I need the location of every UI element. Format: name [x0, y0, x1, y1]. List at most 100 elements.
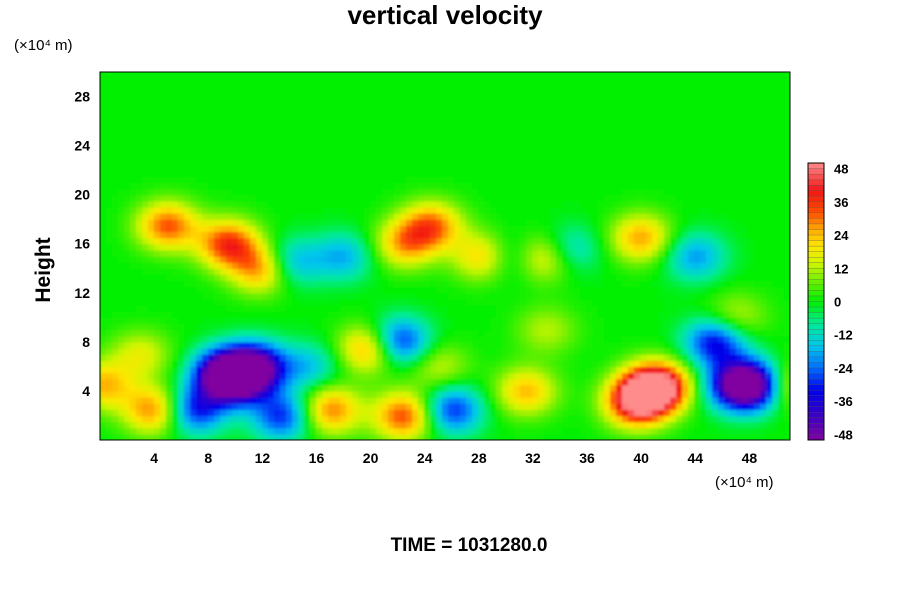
- heatmap-cell: [328, 231, 335, 239]
- heatmap-cell: [712, 213, 719, 220]
- heatmap-cell: [412, 249, 419, 257]
- heatmap-cell: [196, 433, 203, 440]
- heatmap-cell: [664, 317, 671, 325]
- heatmap-cell: [616, 286, 623, 294]
- heatmap-cell: [148, 280, 155, 288]
- heatmap-cell: [514, 219, 521, 226]
- heatmap-cell: [100, 421, 107, 429]
- heatmap-cell: [244, 286, 251, 294]
- heatmap-cell: [370, 317, 377, 325]
- heatmap-cell: [214, 305, 221, 312]
- heatmap-cell: [520, 421, 527, 429]
- heatmap-cell: [184, 286, 191, 294]
- heatmap-cell: [334, 409, 341, 417]
- heatmap-cell: [190, 256, 197, 263]
- heatmap-cell: [430, 384, 437, 392]
- heatmap-cell: [430, 206, 437, 214]
- heatmap-cell: [724, 225, 731, 233]
- heatmap-cell: [310, 292, 317, 300]
- heatmap-cell: [226, 329, 233, 337]
- heatmap-cell: [628, 397, 635, 404]
- heatmap-cell: [496, 262, 503, 269]
- heatmap-cell: [118, 200, 125, 208]
- heatmap-cell: [202, 243, 209, 251]
- heatmap-cell: [568, 360, 575, 367]
- heatmap-cell: [316, 305, 323, 312]
- heatmap-cell: [448, 317, 455, 325]
- heatmap-cell: [388, 305, 395, 312]
- heatmap-cell: [178, 182, 185, 190]
- heatmap-cell: [154, 403, 161, 410]
- heatmap-cell: [742, 292, 749, 300]
- heatmap-cell: [316, 348, 323, 355]
- heatmap-cell: [442, 372, 449, 380]
- heatmap-cell: [484, 206, 491, 214]
- heatmap-cell: [388, 354, 395, 361]
- heatmap-cell: [124, 421, 131, 429]
- heatmap-cell: [124, 292, 131, 300]
- heatmap-cell: [448, 372, 455, 380]
- heatmap-cell: [550, 274, 557, 282]
- heatmap-cell: [532, 317, 539, 325]
- heatmap-cell: [202, 188, 209, 196]
- heatmap-cell: [460, 249, 467, 257]
- heatmap-cell: [136, 323, 143, 331]
- heatmap-cell: [718, 409, 725, 417]
- heatmap-cell: [724, 390, 731, 398]
- heatmap-cell: [124, 176, 131, 183]
- heatmap-cell: [298, 249, 305, 257]
- heatmap-cell: [268, 433, 275, 440]
- heatmap-cell: [508, 298, 515, 306]
- heatmap-cell: [742, 427, 749, 435]
- heatmap-cell: [328, 206, 335, 214]
- heatmap-cell: [448, 335, 455, 343]
- heatmap-cell: [112, 200, 119, 208]
- heatmap-cell: [652, 176, 659, 183]
- heatmap-cell: [568, 415, 575, 423]
- heatmap-cell: [106, 348, 113, 355]
- heatmap-cell: [724, 397, 731, 404]
- heatmap-cell: [286, 262, 293, 269]
- heatmap-cell: [418, 403, 425, 410]
- heatmap-cell: [238, 323, 245, 331]
- heatmap-cell: [460, 409, 467, 417]
- heatmap-cell: [574, 372, 581, 380]
- heatmap-cell: [700, 311, 707, 318]
- heatmap-cell: [604, 397, 611, 404]
- heatmap-cell: [376, 354, 383, 361]
- heatmap-cell: [184, 403, 191, 410]
- heatmap-cell: [124, 262, 131, 269]
- heatmap-cell: [712, 348, 719, 355]
- heatmap-cell: [292, 182, 299, 190]
- heatmap-cell: [136, 305, 143, 312]
- heatmap-cell: [508, 335, 515, 343]
- heatmap-cell: [442, 268, 449, 275]
- heatmap-cell: [556, 176, 563, 183]
- heatmap-cell: [676, 188, 683, 196]
- heatmap-cell: [688, 415, 695, 423]
- heatmap-cell: [304, 256, 311, 263]
- heatmap-cell: [556, 194, 563, 202]
- heatmap-cell: [772, 274, 779, 282]
- heatmap-cell: [730, 298, 737, 306]
- heatmap-cell: [352, 403, 359, 410]
- heatmap-cell: [172, 366, 179, 374]
- heatmap-cell: [748, 421, 755, 429]
- heatmap-cell: [298, 182, 305, 190]
- heatmap-cell: [112, 231, 119, 239]
- heatmap-cell: [688, 256, 695, 263]
- heatmap-cell: [190, 329, 197, 337]
- heatmap-cell: [388, 268, 395, 275]
- heatmap-cell: [766, 409, 773, 417]
- heatmap-cell: [190, 360, 197, 367]
- heatmap-cell: [298, 329, 305, 337]
- heatmap-cell: [190, 317, 197, 325]
- heatmap-cell: [400, 311, 407, 318]
- heatmap-cell: [556, 372, 563, 380]
- heatmap-cell: [148, 286, 155, 294]
- heatmap-cell: [424, 366, 431, 374]
- heatmap-cell: [406, 231, 413, 239]
- heatmap-cell: [196, 262, 203, 269]
- heatmap-cell: [100, 311, 107, 318]
- heatmap-cell: [592, 213, 599, 220]
